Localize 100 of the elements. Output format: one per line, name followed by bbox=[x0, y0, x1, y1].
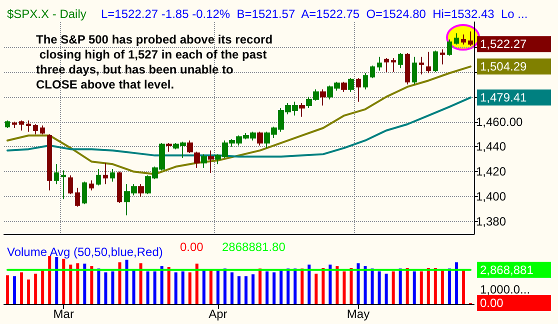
bar bbox=[209, 270, 212, 304]
candlestick bbox=[96, 168, 101, 186]
bar bbox=[104, 272, 108, 304]
y-tick-label: 1,380 bbox=[476, 214, 506, 229]
bar bbox=[27, 280, 30, 304]
bar bbox=[462, 269, 465, 304]
bar bbox=[286, 268, 290, 304]
bar bbox=[55, 256, 58, 304]
candlestick bbox=[468, 30, 473, 46]
bar bbox=[160, 266, 164, 304]
bar bbox=[314, 274, 318, 304]
text: 2,868,881 bbox=[480, 262, 534, 277]
candlestick bbox=[356, 78, 361, 102]
candlestick bbox=[19, 120, 24, 131]
candlestick bbox=[40, 125, 45, 135]
bar bbox=[328, 264, 332, 304]
candlestick bbox=[54, 164, 59, 185]
text: 1,504.29 bbox=[480, 60, 528, 74]
bar bbox=[420, 271, 423, 304]
bar bbox=[392, 271, 395, 304]
candlestick bbox=[33, 124, 38, 135]
bar bbox=[336, 266, 339, 304]
bar bbox=[216, 269, 220, 304]
bar bbox=[76, 263, 80, 304]
candlestick bbox=[299, 102, 305, 118]
bar bbox=[62, 258, 66, 304]
candlestick bbox=[61, 170, 66, 200]
bar bbox=[406, 268, 409, 304]
bar bbox=[356, 263, 360, 304]
candlestick bbox=[370, 65, 375, 79]
bar bbox=[426, 268, 430, 304]
bar bbox=[195, 264, 198, 304]
y-tick-label: 1,440 bbox=[476, 140, 506, 154]
candlestick bbox=[405, 52, 410, 85]
bar bbox=[118, 262, 122, 304]
candlestick bbox=[166, 142, 172, 152]
candlestick bbox=[117, 171, 122, 204]
candlestick bbox=[426, 51, 431, 74]
bar bbox=[308, 264, 311, 304]
candlestick bbox=[447, 38, 452, 56]
bar bbox=[398, 268, 402, 304]
candlestick bbox=[89, 180, 94, 191]
bar bbox=[48, 256, 52, 304]
bar bbox=[125, 260, 128, 304]
candlestick bbox=[201, 154, 207, 168]
bar bbox=[378, 271, 381, 304]
candlestick bbox=[384, 58, 389, 72]
chart-subtitle: L=1522.27 -1.85 -0.12% B=1521.57 A=1522.75 O=1524.80 Hi=1532.43 Lo ... bbox=[101, 7, 528, 21]
bar bbox=[266, 271, 269, 304]
bar bbox=[412, 271, 416, 304]
bar bbox=[294, 268, 297, 304]
bar bbox=[111, 271, 114, 304]
candlestick bbox=[68, 174, 73, 195]
bar bbox=[230, 272, 234, 304]
bar bbox=[188, 272, 192, 304]
bar bbox=[440, 269, 444, 304]
bar bbox=[153, 271, 156, 304]
line-series bbox=[6, 66, 472, 176]
candlestick bbox=[433, 50, 438, 72]
bar bbox=[41, 270, 44, 304]
bar bbox=[13, 276, 16, 304]
y-tick-label: 1,420 bbox=[476, 164, 506, 179]
candlestick bbox=[5, 120, 10, 128]
text: 2868881.80 bbox=[222, 240, 286, 254]
bar bbox=[322, 268, 325, 304]
bar bbox=[244, 276, 248, 304]
bar bbox=[202, 269, 206, 304]
bar bbox=[370, 268, 374, 304]
bar bbox=[139, 263, 142, 304]
annotation: The S&P 500 has probed above its record closing high of 1,527 in each of the past three days, but has been unable to CLOSE above that level. bbox=[36, 32, 273, 92]
candlestick bbox=[47, 134, 52, 191]
candlestick bbox=[110, 168, 115, 182]
x-tick-label: Mar bbox=[53, 307, 74, 321]
bar bbox=[6, 275, 10, 304]
text: 0.00 bbox=[180, 240, 204, 254]
bar bbox=[272, 272, 276, 304]
bar bbox=[454, 262, 458, 304]
bar bbox=[69, 264, 72, 304]
chart-title: Volume Avg (50,50,blue,Red) bbox=[7, 245, 163, 259]
x-tick-label: May bbox=[346, 307, 370, 321]
text: 1,522.27 bbox=[480, 37, 528, 52]
bar bbox=[20, 272, 24, 304]
candlestick bbox=[461, 34, 466, 45]
bar bbox=[238, 276, 240, 304]
bar bbox=[90, 266, 94, 304]
bar bbox=[448, 268, 451, 304]
candlestick bbox=[257, 131, 263, 146]
text: 1,479.41 bbox=[480, 90, 528, 105]
candlestick bbox=[103, 162, 108, 185]
y-tick-label: 1,400 bbox=[476, 190, 506, 204]
candlestick bbox=[12, 121, 17, 128]
candlestick bbox=[320, 88, 326, 106]
bar bbox=[174, 272, 178, 304]
chart-title: $SPX.X - Daily bbox=[7, 7, 86, 21]
bar bbox=[342, 271, 346, 304]
bar bbox=[384, 274, 388, 304]
candlestick bbox=[419, 56, 424, 75]
bar bbox=[97, 268, 100, 304]
bar bbox=[280, 269, 283, 304]
candlestick bbox=[377, 56, 382, 72]
